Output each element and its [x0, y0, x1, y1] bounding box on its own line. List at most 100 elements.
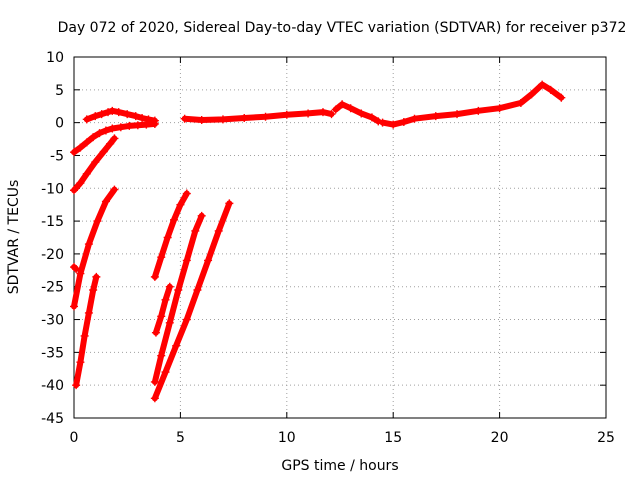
- data-point: [133, 121, 142, 130]
- data-point: [89, 133, 98, 142]
- x-tick-label: 20: [491, 430, 509, 446]
- data-point: [110, 134, 119, 143]
- data-point: [214, 226, 223, 235]
- data-point: [76, 358, 85, 367]
- data-point: [174, 286, 183, 295]
- data-point: [84, 240, 93, 249]
- data-point: [161, 295, 170, 304]
- data-point: [82, 115, 91, 124]
- series-arc-upper-2: [70, 119, 159, 157]
- series-line: [152, 283, 173, 336]
- series-arc-mid-1: [150, 189, 191, 281]
- data-point: [197, 116, 206, 125]
- plot-area-frame: [73, 56, 607, 419]
- data-point: [84, 308, 93, 317]
- data-point: [182, 315, 191, 324]
- series-arc-drop-2: [70, 185, 119, 311]
- data-point: [131, 112, 140, 121]
- y-axis-label: SDTVAR / TECUs: [6, 180, 22, 295]
- y-tick-label: -30: [41, 313, 64, 329]
- data-point: [76, 143, 85, 152]
- data-point: [95, 129, 104, 138]
- data-point: [150, 377, 159, 386]
- data-point: [304, 109, 313, 118]
- y-tick-label: -45: [41, 411, 64, 427]
- data-point: [282, 110, 291, 119]
- series-arc-upper-1: [82, 106, 159, 125]
- data-point: [91, 112, 100, 121]
- y-tick-label: 0: [55, 116, 64, 132]
- data-point: [516, 98, 525, 107]
- data-point: [538, 80, 547, 89]
- data-point: [92, 272, 101, 281]
- data-point: [225, 199, 234, 208]
- data-point: [89, 286, 98, 295]
- data-point: [72, 381, 81, 390]
- data-point: [150, 272, 159, 281]
- series-arc-upper-5: [378, 80, 566, 129]
- data-point: [410, 114, 419, 123]
- data-point: [191, 226, 200, 235]
- data-point: [101, 197, 110, 206]
- data-point: [108, 106, 117, 115]
- x-tick-label: 25: [597, 430, 615, 446]
- y-tick-label: -40: [41, 378, 64, 394]
- data-point: [99, 147, 108, 156]
- y-tick-label: -25: [41, 280, 64, 296]
- data-point: [180, 114, 189, 123]
- chart-title: Day 072 of 2020, Sidereal Day-to-day VTE…: [58, 20, 627, 36]
- data-point: [218, 115, 227, 124]
- data-point: [367, 113, 376, 122]
- data-point: [125, 121, 134, 130]
- data-point: [123, 110, 132, 119]
- series-arc-drop-1: [70, 134, 119, 195]
- data-point: [97, 110, 106, 119]
- data-point: [157, 351, 166, 360]
- data-point: [72, 265, 81, 274]
- series-arc-mid-2: [150, 211, 206, 386]
- y-tick-label: -15: [41, 214, 64, 230]
- data-point: [346, 104, 355, 113]
- data-point: [193, 286, 202, 295]
- data-point: [82, 138, 91, 147]
- x-tick-label: 15: [384, 430, 402, 446]
- data-point: [165, 282, 174, 291]
- series-arc-mid-4: [151, 282, 174, 337]
- data-series-group: [70, 80, 566, 403]
- data-point: [338, 100, 347, 109]
- y-tick-label: -35: [41, 345, 64, 361]
- series-line: [151, 190, 190, 280]
- data-point: [399, 117, 408, 126]
- data-point: [474, 106, 483, 115]
- series-arc-upper-4: [331, 100, 383, 126]
- data-point: [431, 112, 440, 121]
- data-point: [70, 302, 78, 311]
- data-point: [357, 109, 366, 118]
- data-point: [157, 312, 166, 321]
- series-arc-drop-3: [72, 272, 101, 390]
- data-point: [495, 104, 504, 113]
- series-arc-drop-4: [70, 263, 81, 274]
- data-point: [138, 114, 147, 123]
- data-point: [161, 368, 170, 377]
- data-point: [204, 256, 213, 265]
- data-point: [261, 112, 270, 121]
- data-point: [93, 217, 102, 226]
- data-point: [318, 108, 327, 117]
- data-point: [378, 118, 387, 127]
- data-point: [327, 110, 336, 119]
- data-point: [76, 179, 85, 188]
- data-point: [557, 93, 566, 102]
- y-tick-label: -10: [41, 181, 64, 197]
- data-point: [142, 120, 151, 129]
- data-point: [104, 108, 113, 117]
- grid: [74, 57, 606, 418]
- data-point: [546, 85, 555, 94]
- x-tick-label: 5: [176, 430, 185, 446]
- data-point: [151, 328, 160, 337]
- series-arc-mid-3: [150, 199, 234, 403]
- data-point: [527, 90, 536, 99]
- data-point: [165, 318, 174, 327]
- data-point: [70, 186, 78, 195]
